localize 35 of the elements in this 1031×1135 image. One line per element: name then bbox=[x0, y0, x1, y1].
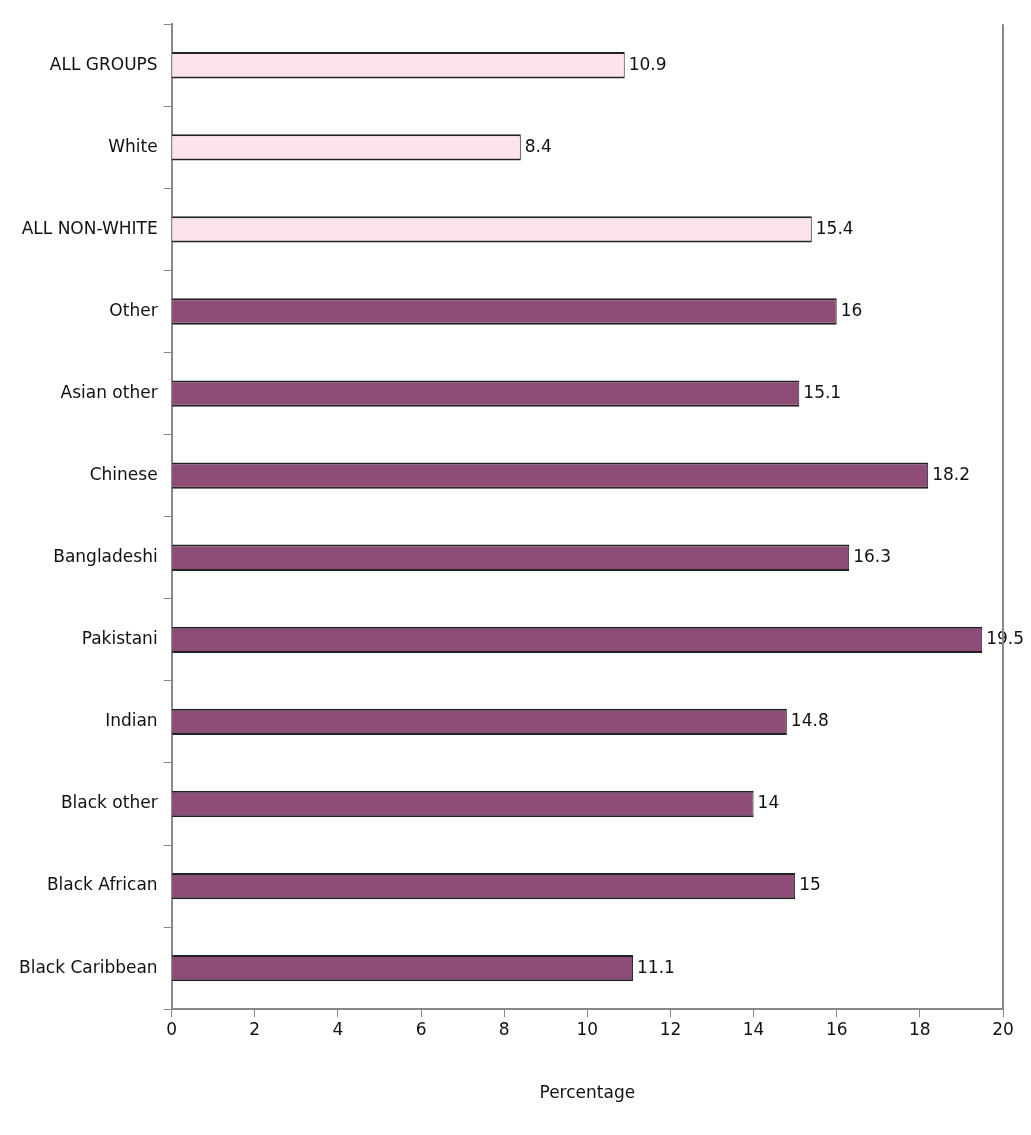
x-tick-label: 18 bbox=[909, 1018, 931, 1039]
y-tick-label: Black Caribbean bbox=[18, 956, 158, 977]
x-tick-label: 20 bbox=[992, 1018, 1014, 1039]
x-tick-label: 14 bbox=[742, 1018, 765, 1039]
data-label: 8.4 bbox=[524, 135, 552, 156]
y-tick-label: ALL GROUPS bbox=[49, 53, 158, 74]
y-tick-label: Other bbox=[109, 299, 158, 320]
y-tick-label: Black other bbox=[60, 792, 158, 813]
x-tick-label: 4 bbox=[332, 1018, 344, 1039]
y-tick-label: Black African bbox=[46, 874, 158, 895]
x-tick-label: 16 bbox=[825, 1018, 848, 1039]
y-tick-label: Bangladeshi bbox=[53, 546, 158, 567]
x-tick-label: 8 bbox=[498, 1018, 510, 1039]
x-axis-title: Percentage bbox=[539, 1082, 636, 1103]
data-label: 18.2 bbox=[932, 464, 971, 485]
x-tick-label: 10 bbox=[576, 1018, 599, 1039]
data-label: 15.4 bbox=[815, 217, 854, 238]
x-tick-label: 12 bbox=[659, 1018, 682, 1039]
y-tick-label: White bbox=[108, 135, 158, 156]
y-tick-label: Chinese bbox=[89, 464, 158, 485]
data-label: 11.1 bbox=[637, 956, 675, 977]
data-label: 14 bbox=[757, 792, 780, 813]
x-tick-label: 2 bbox=[249, 1018, 261, 1039]
data-label: 16 bbox=[840, 299, 863, 320]
data-label: 14.8 bbox=[790, 710, 829, 731]
x-tick-label: 6 bbox=[415, 1018, 427, 1039]
y-tick-label: Asian other bbox=[60, 382, 158, 402]
data-label: 15.1 bbox=[803, 382, 842, 402]
y-tick-label: Pakistani bbox=[81, 628, 158, 649]
data-label: 16.3 bbox=[853, 546, 892, 567]
x-tick-label: 0 bbox=[166, 1018, 178, 1039]
y-tick-label: ALL NON-WHITE bbox=[21, 217, 158, 238]
data-label: 10.9 bbox=[628, 53, 667, 74]
data-label: 15 bbox=[799, 874, 821, 895]
y-tick-label: Indian bbox=[105, 710, 158, 731]
